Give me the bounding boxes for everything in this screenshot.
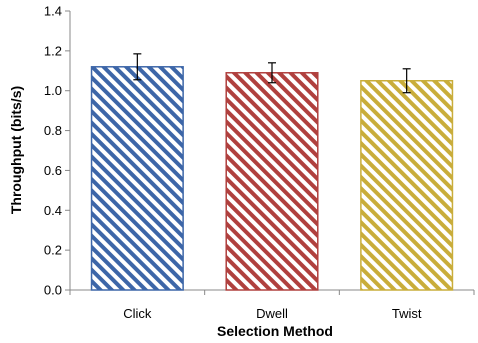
y-tick-label: 1.4	[44, 4, 62, 19]
x-axis-title: Selection Method	[217, 323, 333, 339]
x-tick-label-twist: Twist	[392, 306, 422, 321]
bar-click	[90, 66, 184, 291]
bars	[90, 66, 454, 291]
y-tick-label: 0.0	[44, 283, 62, 298]
x-tick-labels: Click Dwell Twist	[123, 306, 422, 321]
y-axis: 0.0 0.2 0.4 0.6 0.8 1.0 1.2 1.4	[44, 4, 71, 298]
y-tick-label: 0.6	[44, 163, 62, 178]
y-tick-label: 1.0	[44, 83, 62, 98]
x-tick-label-click: Click	[123, 306, 152, 321]
x-tick-label-dwell: Dwell	[256, 306, 288, 321]
y-tick-label: 0.8	[44, 123, 62, 138]
bar-dwell	[225, 72, 319, 291]
bar-twist	[360, 80, 454, 291]
y-tick-label: 1.2	[44, 43, 62, 58]
error-bars	[133, 53, 411, 94]
y-axis-title: Throughput (bits/s)	[8, 86, 24, 214]
y-tick-label: 0.4	[44, 203, 62, 218]
y-tick-label: 0.2	[44, 243, 62, 258]
